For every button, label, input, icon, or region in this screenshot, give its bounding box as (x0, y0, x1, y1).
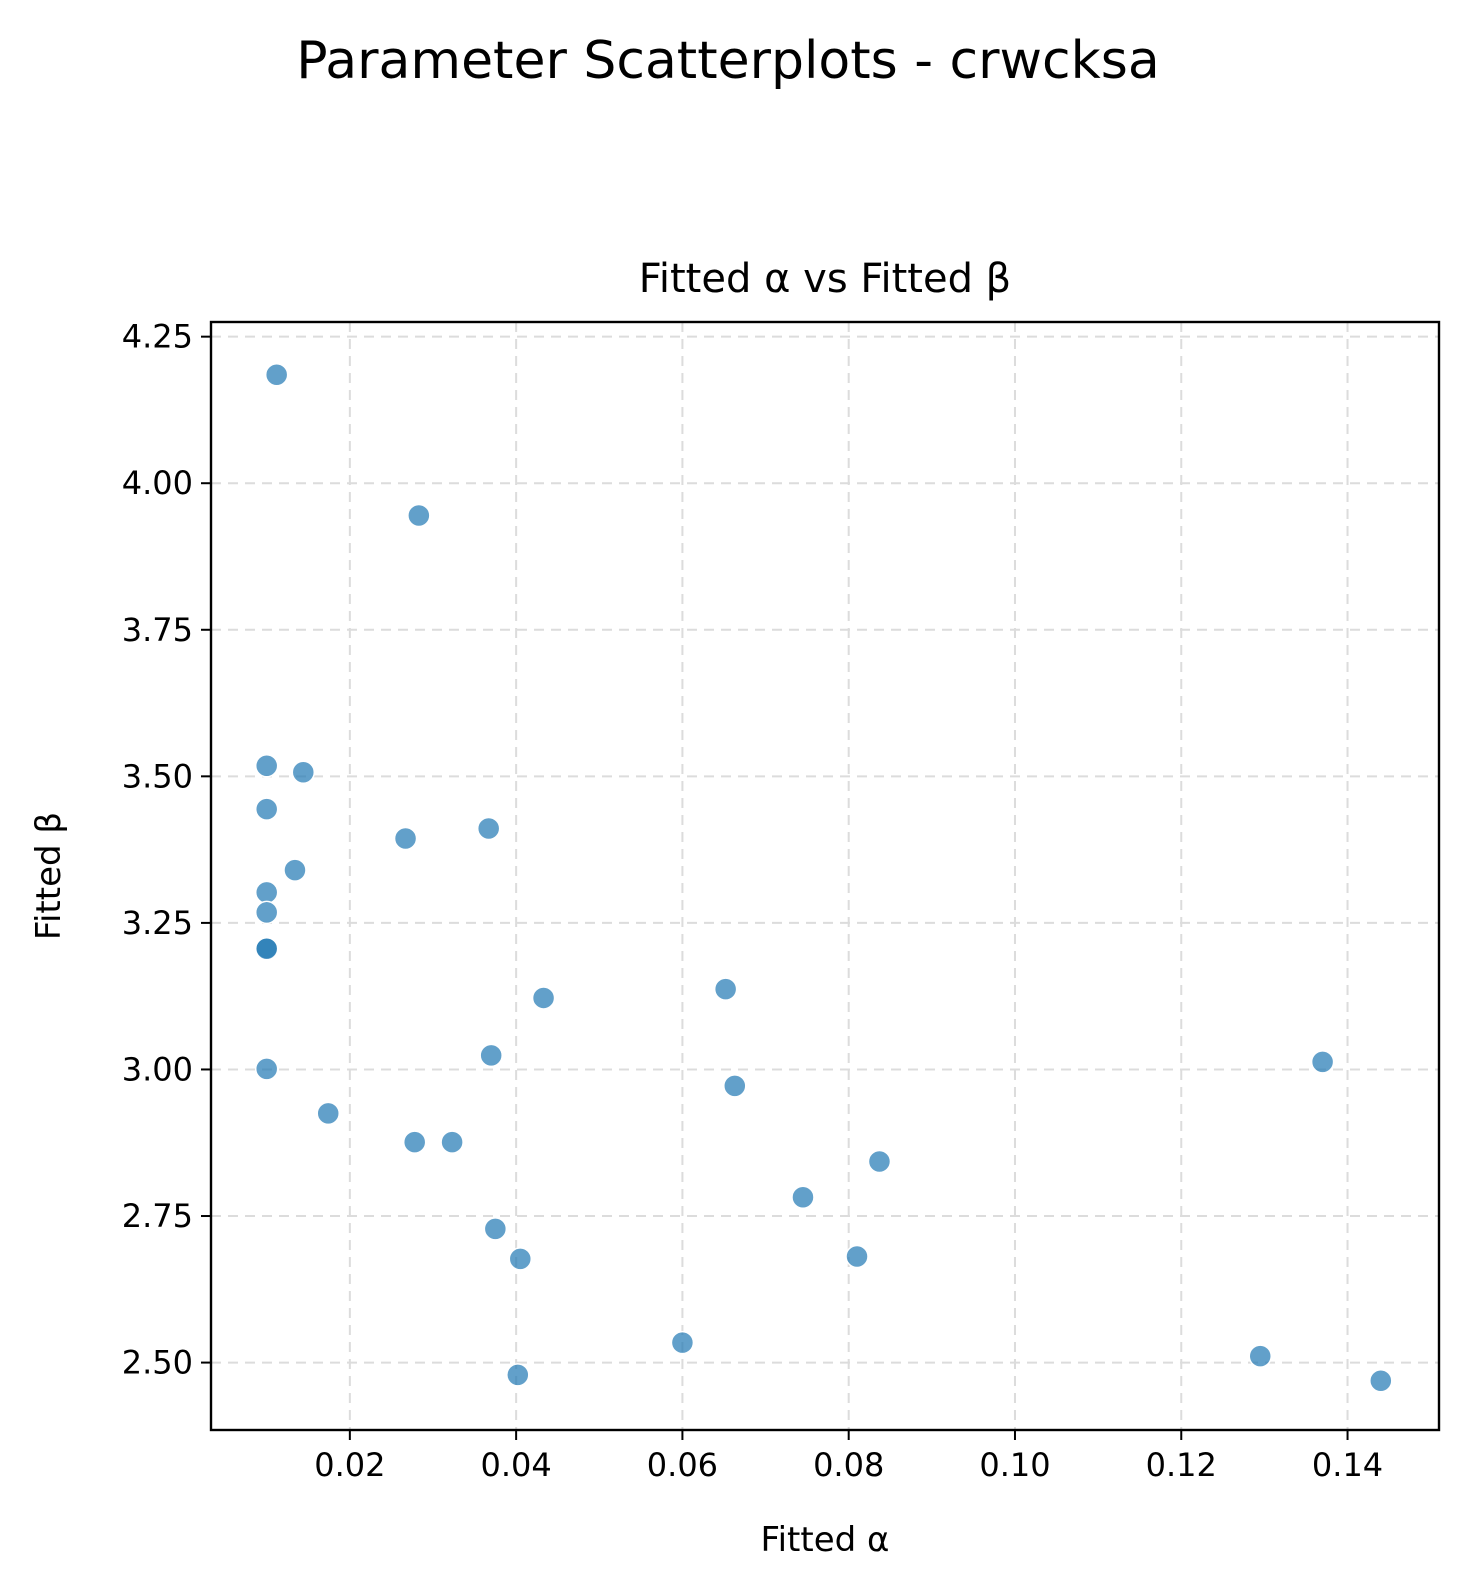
chart-title: Fitted α vs Fitted β (639, 256, 1011, 302)
scatter-point (264, 363, 289, 387)
scatter-point (1369, 1369, 1393, 1393)
y-tick-label: 3.50 (122, 757, 193, 795)
scatter-point (393, 826, 418, 851)
x-tick-label: 0.06 (647, 1446, 718, 1484)
y-tick-label: 2.50 (122, 1344, 193, 1382)
scatter-point (508, 1247, 533, 1271)
x-axis-label: Fitted α (761, 1520, 890, 1560)
scatter-point (254, 1057, 279, 1081)
x-tick-label: 0.04 (481, 1446, 552, 1484)
scatter-point (316, 1101, 340, 1126)
scatter-point (1310, 1050, 1335, 1074)
scatter-point (254, 880, 279, 905)
scatter-point (254, 797, 279, 821)
scatter-point (845, 1244, 869, 1269)
scatter-point (254, 936, 279, 961)
scatter-point (283, 858, 307, 882)
grid (211, 322, 1439, 1430)
scatter-point (254, 900, 279, 925)
scatter-point (291, 760, 316, 784)
scatter-point (483, 1217, 508, 1241)
scatter-point (402, 1130, 427, 1154)
y-tick-label: 4.00 (122, 464, 193, 502)
y-tick-label: 3.75 (122, 611, 193, 649)
y-tick-label: 3.00 (122, 1050, 193, 1088)
scatter-point (1248, 1344, 1272, 1368)
y-tick-label: 3.25 (122, 904, 193, 942)
x-tick-label: 0.10 (979, 1446, 1050, 1484)
scatter-point (254, 754, 279, 778)
figure-suptitle: Parameter Scatterplots - crwcksa (296, 31, 1159, 91)
x-tick-label: 0.02 (314, 1446, 385, 1484)
scatter-point (407, 503, 431, 528)
scatter-point (506, 1363, 530, 1387)
scatter-point (723, 1074, 747, 1098)
scatter-point (531, 986, 556, 1010)
y-tick-label: 2.75 (122, 1197, 193, 1235)
scatter-point (440, 1130, 464, 1154)
scatter-point (479, 1043, 503, 1068)
y-axis-label: Fitted β (29, 812, 69, 940)
scatter-point (867, 1149, 892, 1174)
scatter-point (713, 977, 738, 1001)
y-tick-label: 4.25 (122, 318, 193, 356)
x-tick-label: 0.12 (1146, 1446, 1217, 1484)
scatter-points (254, 363, 1393, 1393)
scatter-point (791, 1185, 815, 1210)
scatter-point (476, 816, 501, 841)
x-tick-label: 0.14 (1312, 1446, 1383, 1484)
axes-frame (209, 320, 1441, 1432)
axis-ticks: 0.02 0.04 0.06 0.08 0.10 0.12 0.14 2.50 2.75 3.00… (122, 318, 1383, 1484)
scatter-point (670, 1330, 695, 1355)
x-tick-label: 0.08 (813, 1446, 884, 1484)
